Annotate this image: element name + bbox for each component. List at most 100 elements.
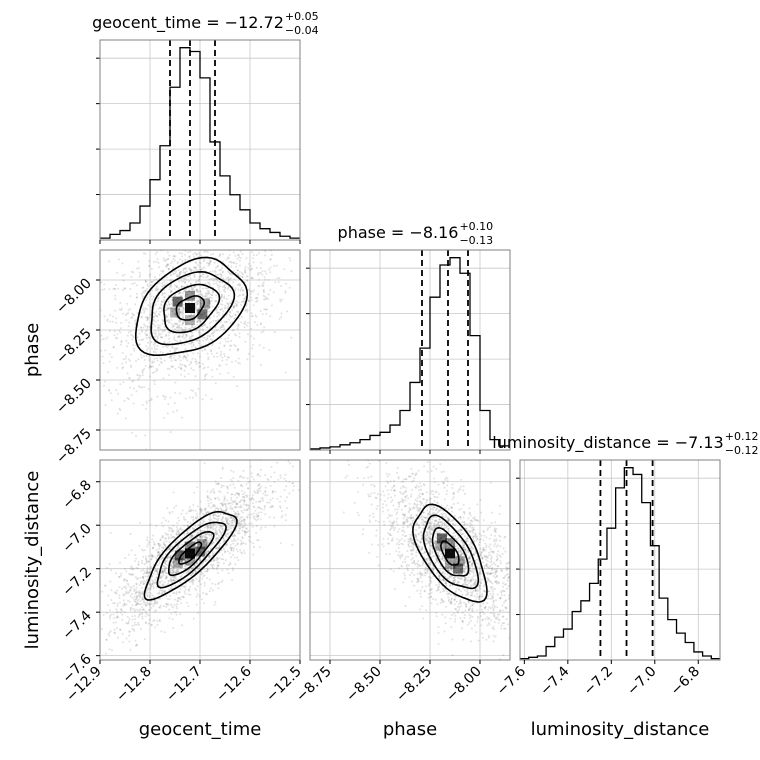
scatter-point bbox=[470, 563, 473, 565]
scatter-point bbox=[166, 557, 168, 560]
scatter-point bbox=[142, 555, 145, 558]
scatter-point bbox=[207, 499, 209, 502]
scatter-point bbox=[217, 284, 220, 287]
scatter-point bbox=[151, 594, 154, 597]
scatter-point bbox=[135, 591, 138, 594]
scatter-point bbox=[123, 400, 126, 402]
scatter-point bbox=[204, 539, 207, 542]
scatter-point bbox=[196, 539, 199, 542]
scatter-point bbox=[206, 570, 209, 573]
scatter-point bbox=[199, 319, 201, 322]
scatter-point bbox=[195, 262, 198, 264]
scatter-point bbox=[77, 367, 79, 369]
scatter-point bbox=[236, 542, 239, 545]
scatter-point bbox=[500, 594, 503, 597]
scatter-point bbox=[182, 329, 185, 332]
scatter-point bbox=[239, 256, 242, 259]
scatter-point bbox=[438, 548, 441, 551]
scatter-point bbox=[199, 268, 202, 271]
scatter-point bbox=[218, 281, 221, 284]
scatter-point bbox=[483, 564, 486, 567]
scatter-point bbox=[186, 537, 189, 540]
scatter-point bbox=[122, 279, 125, 282]
scatter-point bbox=[147, 543, 150, 546]
density-cell bbox=[197, 309, 208, 320]
scatter-point bbox=[218, 490, 220, 493]
scatter-point bbox=[427, 541, 430, 544]
scatter-point bbox=[196, 505, 199, 508]
scatter-point bbox=[190, 579, 193, 582]
scatter-point bbox=[157, 288, 160, 291]
scatter-point bbox=[387, 493, 390, 496]
scatter-point bbox=[208, 335, 211, 338]
scatter-point bbox=[143, 549, 146, 552]
scatter-point bbox=[221, 525, 224, 528]
scatter-point bbox=[181, 252, 184, 255]
scatter-point bbox=[411, 444, 413, 446]
scatter-point bbox=[206, 511, 209, 514]
scatter-point bbox=[187, 558, 190, 561]
scatter-point bbox=[258, 252, 260, 255]
scatter-point bbox=[164, 560, 167, 563]
scatter-point bbox=[123, 578, 126, 581]
scatter-point bbox=[449, 569, 452, 572]
scatter-point bbox=[231, 231, 233, 233]
scatter-point bbox=[134, 614, 137, 617]
scatter-point bbox=[191, 288, 194, 291]
scatter-point bbox=[204, 538, 207, 541]
scatter-point bbox=[507, 623, 509, 626]
scatter-point bbox=[135, 591, 138, 594]
scatter-point bbox=[195, 280, 198, 283]
scatter-point bbox=[240, 286, 243, 289]
scatter-point bbox=[233, 518, 236, 521]
scatter-point bbox=[163, 591, 166, 594]
scatter-point bbox=[196, 532, 199, 535]
scatter-point bbox=[165, 605, 168, 608]
scatter-point bbox=[441, 599, 444, 602]
scatter-point bbox=[94, 346, 96, 348]
scatter-point bbox=[138, 343, 141, 346]
scatter-point bbox=[469, 591, 472, 594]
scatter-point bbox=[169, 396, 172, 399]
scatter-point bbox=[218, 288, 220, 291]
scatter-point bbox=[153, 380, 156, 382]
scatter-point bbox=[123, 594, 126, 597]
scatter-point bbox=[466, 588, 469, 591]
scatter-point bbox=[206, 293, 209, 296]
scatter-point bbox=[218, 347, 221, 349]
scatter-point bbox=[162, 352, 164, 354]
contour-line bbox=[163, 283, 221, 334]
scatter-point bbox=[102, 362, 105, 365]
scatter-point bbox=[199, 304, 202, 307]
scatter-point bbox=[252, 355, 255, 358]
scatter-point bbox=[276, 277, 279, 280]
scatter-point bbox=[195, 288, 198, 291]
scatter-point bbox=[109, 314, 112, 317]
scatter-point bbox=[216, 210, 218, 212]
scatter-point bbox=[217, 286, 220, 289]
contour-line bbox=[143, 510, 238, 601]
scatter-point bbox=[237, 357, 240, 360]
scatter-point bbox=[101, 590, 104, 593]
scatter-point bbox=[119, 561, 122, 564]
scatter-point bbox=[195, 537, 198, 540]
scatter-point bbox=[230, 507, 233, 510]
scatter-point bbox=[291, 543, 294, 546]
scatter-point bbox=[137, 590, 139, 593]
scatter-point bbox=[133, 282, 136, 285]
scatter-point bbox=[417, 539, 420, 542]
scatter-point bbox=[225, 518, 228, 521]
scatter-point bbox=[191, 567, 194, 570]
scatter-point bbox=[62, 334, 64, 336]
scatter-point bbox=[170, 307, 173, 310]
scatter-point bbox=[182, 312, 185, 314]
scatter-point bbox=[179, 581, 182, 584]
scatter-point bbox=[395, 512, 398, 515]
scatter-point bbox=[174, 541, 177, 544]
scatter-point bbox=[178, 334, 181, 337]
scatter-point bbox=[246, 504, 249, 507]
scatter-point bbox=[250, 315, 253, 318]
scatter-point bbox=[143, 358, 146, 361]
scatter-point bbox=[118, 576, 121, 579]
scatter-point bbox=[187, 570, 189, 573]
